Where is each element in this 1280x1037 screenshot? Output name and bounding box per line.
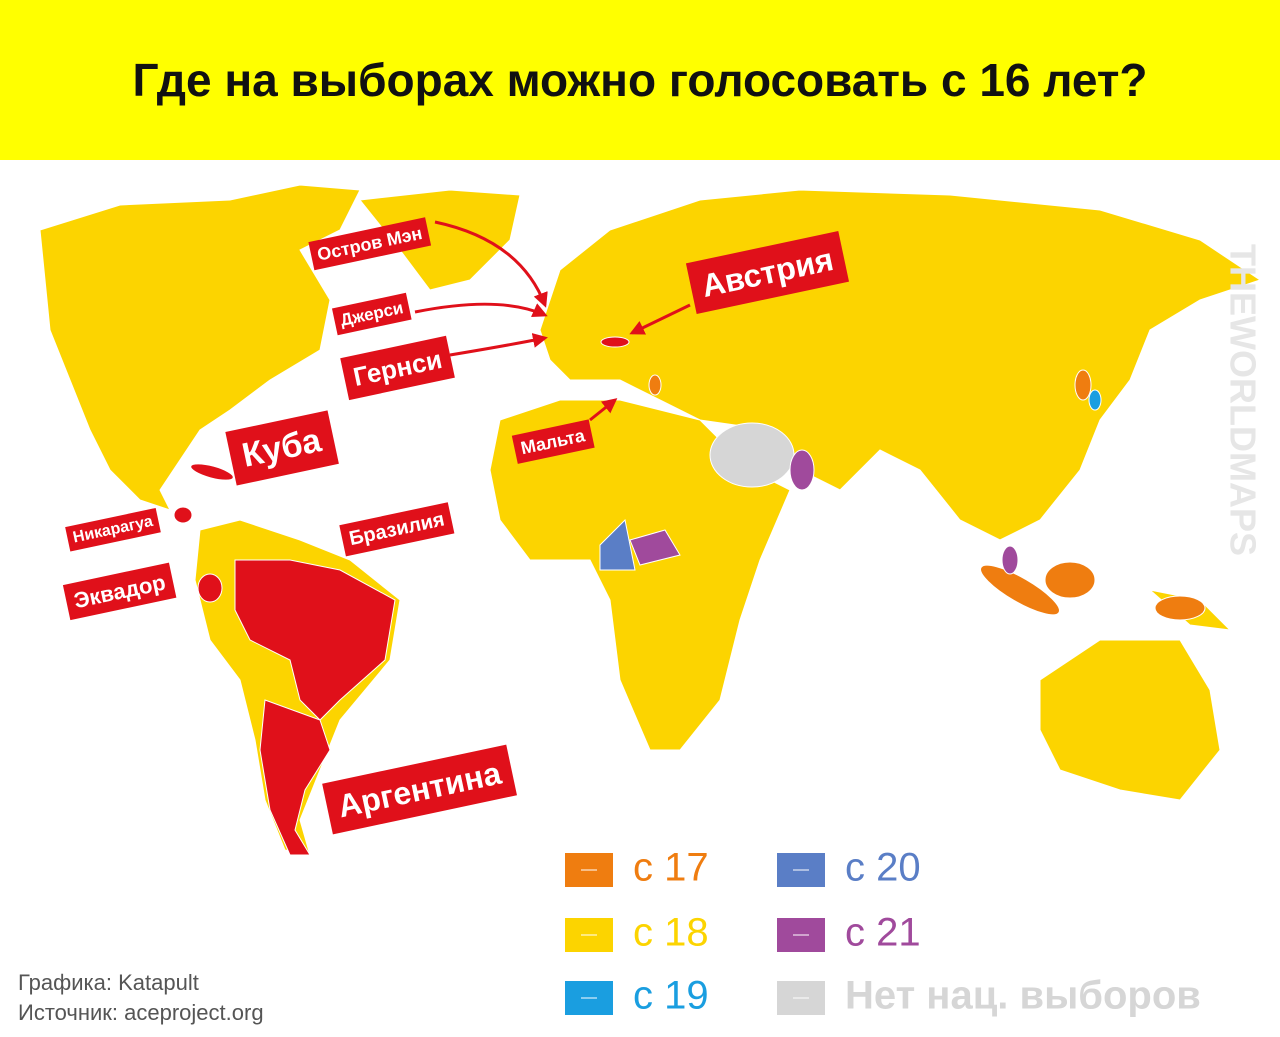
label-box [225,410,339,486]
country-label: Мальта [511,419,595,464]
label-box [322,744,517,835]
label-box [308,217,432,271]
legend-label: с 17 [633,846,709,890]
country-label: Джерси [331,292,412,336]
land [39,184,1262,856]
credit: Графика: Katapult [18,970,199,995]
country-label: Аргентина [322,744,517,835]
watermark: THEWORLDMAPS [1222,244,1263,556]
title-bar: Где на выборах можно голосовать с 16 лет… [0,0,1280,160]
label-box [340,335,455,401]
country-label: Эквадор [62,562,177,621]
label-box [331,292,412,336]
label-box [685,231,850,314]
label-box [511,419,595,464]
legend-label: с 18 [633,911,709,955]
label-box [62,562,177,621]
countries [173,336,1206,856]
legend: с 17 с 18 с 19 с 20 с 21 Нет нац. выборов [565,846,1201,1018]
source: Источник: aceproject.org [18,1000,264,1025]
legend-label: Нет нац. выборов [845,974,1201,1018]
label-box [339,502,455,557]
arrows [414,220,691,422]
country-label: Никарагуа [65,507,161,552]
legend-label: с 19 [633,974,709,1018]
country-label: Гернси [340,335,455,401]
label-box [65,507,161,552]
legend-label: с 21 [845,911,921,955]
country-label: Бразилия [339,502,455,557]
title: Где на выборах можно голосовать с 16 лет… [132,54,1148,106]
country-label: Куба [225,410,339,486]
legend-label: с 20 [845,846,921,890]
